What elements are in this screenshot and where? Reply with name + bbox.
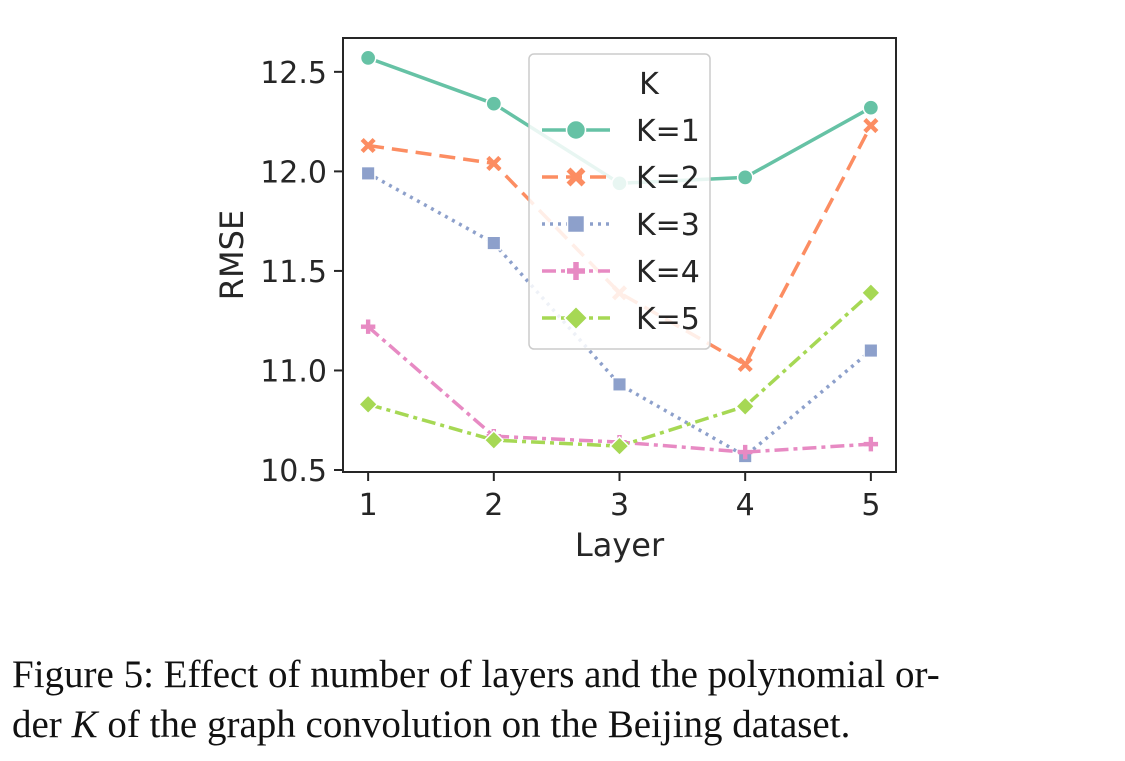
data-point: [737, 356, 753, 373]
data-point: [862, 99, 880, 117]
legend-entry: K=3: [636, 208, 700, 243]
data-point: [360, 165, 376, 181]
data-point: [609, 435, 630, 457]
data-point: [357, 394, 379, 415]
legend-entry: K=5: [636, 302, 700, 337]
x-tick-label: 5: [861, 488, 880, 523]
caption-line-1: Figure 5: Effect of number of layers and…: [12, 653, 940, 696]
y-tick-label: 10.5: [260, 454, 327, 489]
x-axis-label: Layer: [575, 526, 665, 564]
plot-frame: [342, 37, 897, 473]
data-point: [860, 282, 882, 304]
legend-entry: K=1: [636, 114, 700, 149]
caption-line-2-suffix: of the graph convolution on the Beijing …: [97, 703, 851, 746]
data-point: [611, 376, 628, 392]
legend-marker: [567, 262, 585, 280]
data-point: [737, 444, 753, 460]
y-tick-label: 11.0: [260, 354, 327, 389]
legend-entry: K=4: [636, 255, 700, 290]
data-point: [863, 436, 879, 452]
caption-line-2: der K of the graph convolution on the Be…: [12, 700, 1112, 750]
legend-marker: [565, 119, 587, 141]
data-point: [734, 396, 756, 417]
data-point: [360, 137, 376, 154]
y-tick-label: 12.5: [260, 56, 327, 91]
y-tick-label: 11.5: [260, 255, 327, 290]
data-point: [486, 155, 502, 171]
data-point: [736, 169, 754, 186]
x-tick-label: 3: [610, 488, 629, 523]
caption-variable-k: K: [71, 703, 98, 746]
data-point: [360, 319, 376, 334]
legend-marker: [566, 167, 586, 187]
figure-caption: Figure 5: Effect of number of layers and…: [12, 650, 1112, 750]
y-tick-label: 12.0: [260, 155, 327, 190]
x-tick-label: 2: [484, 488, 503, 523]
x-tick-label: 4: [736, 488, 755, 523]
series-line: [367, 124, 873, 367]
series-k5: [357, 282, 882, 457]
data-point: [863, 118, 879, 134]
data-point: [359, 49, 377, 67]
data-point: [486, 235, 502, 251]
data-point: [863, 343, 879, 359]
legend-marker: [566, 214, 586, 234]
data-point: [485, 95, 503, 113]
y-axis-label: RMSE: [213, 210, 251, 300]
x-tick-label: 1: [359, 488, 378, 523]
legend: K K=1 K=2 K=3 K=4 K=5: [528, 53, 711, 350]
legend-entry: K=2: [636, 161, 700, 196]
data-point: [483, 429, 505, 451]
caption-line-2-prefix: der: [12, 703, 72, 746]
legend-title: K: [639, 67, 660, 102]
legend-marker: [563, 305, 589, 331]
